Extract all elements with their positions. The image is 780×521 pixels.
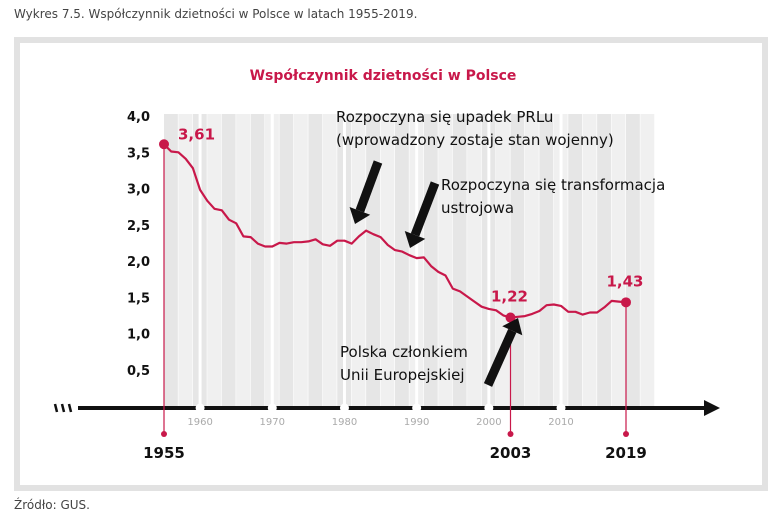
y-tick-label: 1,5	[127, 291, 150, 306]
background-band	[380, 114, 395, 406]
x-tick-marker	[267, 403, 277, 413]
highlight-year-label: 1955	[143, 444, 185, 462]
data-label: 1,22	[491, 288, 528, 306]
background-band	[366, 114, 380, 406]
annotation-arrow-head	[502, 318, 523, 336]
background-band	[207, 114, 222, 406]
background-band	[236, 114, 251, 406]
background-band	[626, 114, 640, 406]
x-tick-label: 2000	[476, 417, 501, 428]
annotation-text: Rozpoczyna się transformacja	[441, 176, 665, 194]
highlight-year-marker	[623, 431, 629, 437]
x-axis-dot	[60, 403, 66, 413]
data-point	[505, 312, 516, 323]
highlight-year-marker	[507, 431, 514, 437]
series-line	[163, 143, 627, 319]
data-point	[621, 297, 631, 308]
x-axis-dot	[67, 403, 73, 413]
background-band	[582, 114, 597, 406]
annotations: Rozpoczyna się upadek PRLu (wprowadzony z…	[336, 108, 665, 387]
background-band	[438, 114, 453, 406]
x-tick-marker	[339, 403, 349, 413]
background-band	[568, 114, 583, 406]
annotation-arrow-shaft	[355, 160, 383, 213]
background-band	[279, 114, 294, 406]
y-tick-label: 4,0	[127, 110, 150, 125]
data-label: 3,61	[178, 125, 215, 143]
x-tick-label: 1990	[404, 417, 429, 428]
background-band	[611, 114, 626, 406]
x-axis-arrow	[704, 400, 720, 416]
background-band	[178, 114, 193, 406]
x-tick-label: 1980	[332, 417, 357, 428]
highlight-year-label: 2019	[605, 444, 647, 462]
highlight-year-marker	[161, 431, 167, 437]
background-band	[524, 114, 539, 406]
y-tick-label: 3,5	[127, 146, 150, 161]
background-band	[467, 114, 482, 406]
annotation-text: (wprowadzony zostaje stan wojenny)	[336, 131, 614, 149]
x-axis-dot	[53, 403, 59, 413]
x-axis	[53, 400, 720, 416]
background-band	[640, 114, 655, 406]
annotation-arrow-shaft	[483, 328, 517, 387]
background-band	[597, 114, 611, 406]
annotation-arrow-head	[404, 230, 426, 248]
annotation-text: Rozpoczyna się upadek PRLu	[336, 108, 553, 126]
y-tick-label: 2,5	[127, 219, 150, 234]
x-tick-marker	[484, 403, 494, 413]
background-band	[164, 114, 178, 406]
annotation-text: Unii Europejskiej	[340, 366, 465, 384]
background-band	[308, 114, 323, 406]
x-tick-marker	[556, 403, 566, 413]
y-tick-label: 3,0	[127, 183, 150, 198]
source-note: Źródło: GUS.	[14, 498, 90, 512]
data-point	[159, 139, 169, 150]
y-axis-ticks: 0,5 1,0 1,5 2,0 2,5 3,0 3,5 4,0	[127, 110, 150, 379]
background-band	[293, 114, 308, 406]
chart-title: Współczynnik dzietności w Polsce	[250, 68, 517, 84]
background-band	[510, 114, 525, 406]
annotation-arrow-head	[349, 207, 371, 224]
background-band	[250, 114, 265, 406]
x-tick-marker	[195, 403, 205, 413]
x-tick-label: 1970	[260, 417, 285, 428]
background-band	[452, 114, 467, 406]
x-tick-label: 2010	[548, 417, 573, 428]
annotation-text: ustrojowa	[441, 199, 514, 217]
highlight-years: 1955 2003 2019	[143, 144, 647, 462]
x-tick-label: 1960	[187, 417, 212, 428]
background-band	[539, 114, 554, 406]
background-band	[221, 114, 236, 406]
x-axis-ticks: 1960 1970 1980 1990 2000 2010	[187, 403, 574, 428]
x-tick-marker	[412, 403, 422, 413]
annotation-text: Polska członkiem	[340, 343, 468, 361]
annotation-arrow-shaft	[410, 181, 440, 237]
y-tick-label: 1,0	[127, 328, 150, 343]
y-tick-label: 2,0	[127, 255, 150, 270]
background-band	[351, 114, 366, 406]
background-bands	[164, 114, 655, 406]
y-tick-label: 0,5	[127, 364, 150, 379]
highlight-year-label: 2003	[490, 444, 532, 462]
background-band	[395, 114, 409, 406]
background-band	[322, 114, 337, 406]
figure-caption: Wykres 7.5. Współczynnik dzietności w Po…	[14, 7, 418, 21]
data-label: 1,43	[606, 272, 643, 290]
data-points: 3,61 1,22 1,43	[159, 125, 644, 323]
